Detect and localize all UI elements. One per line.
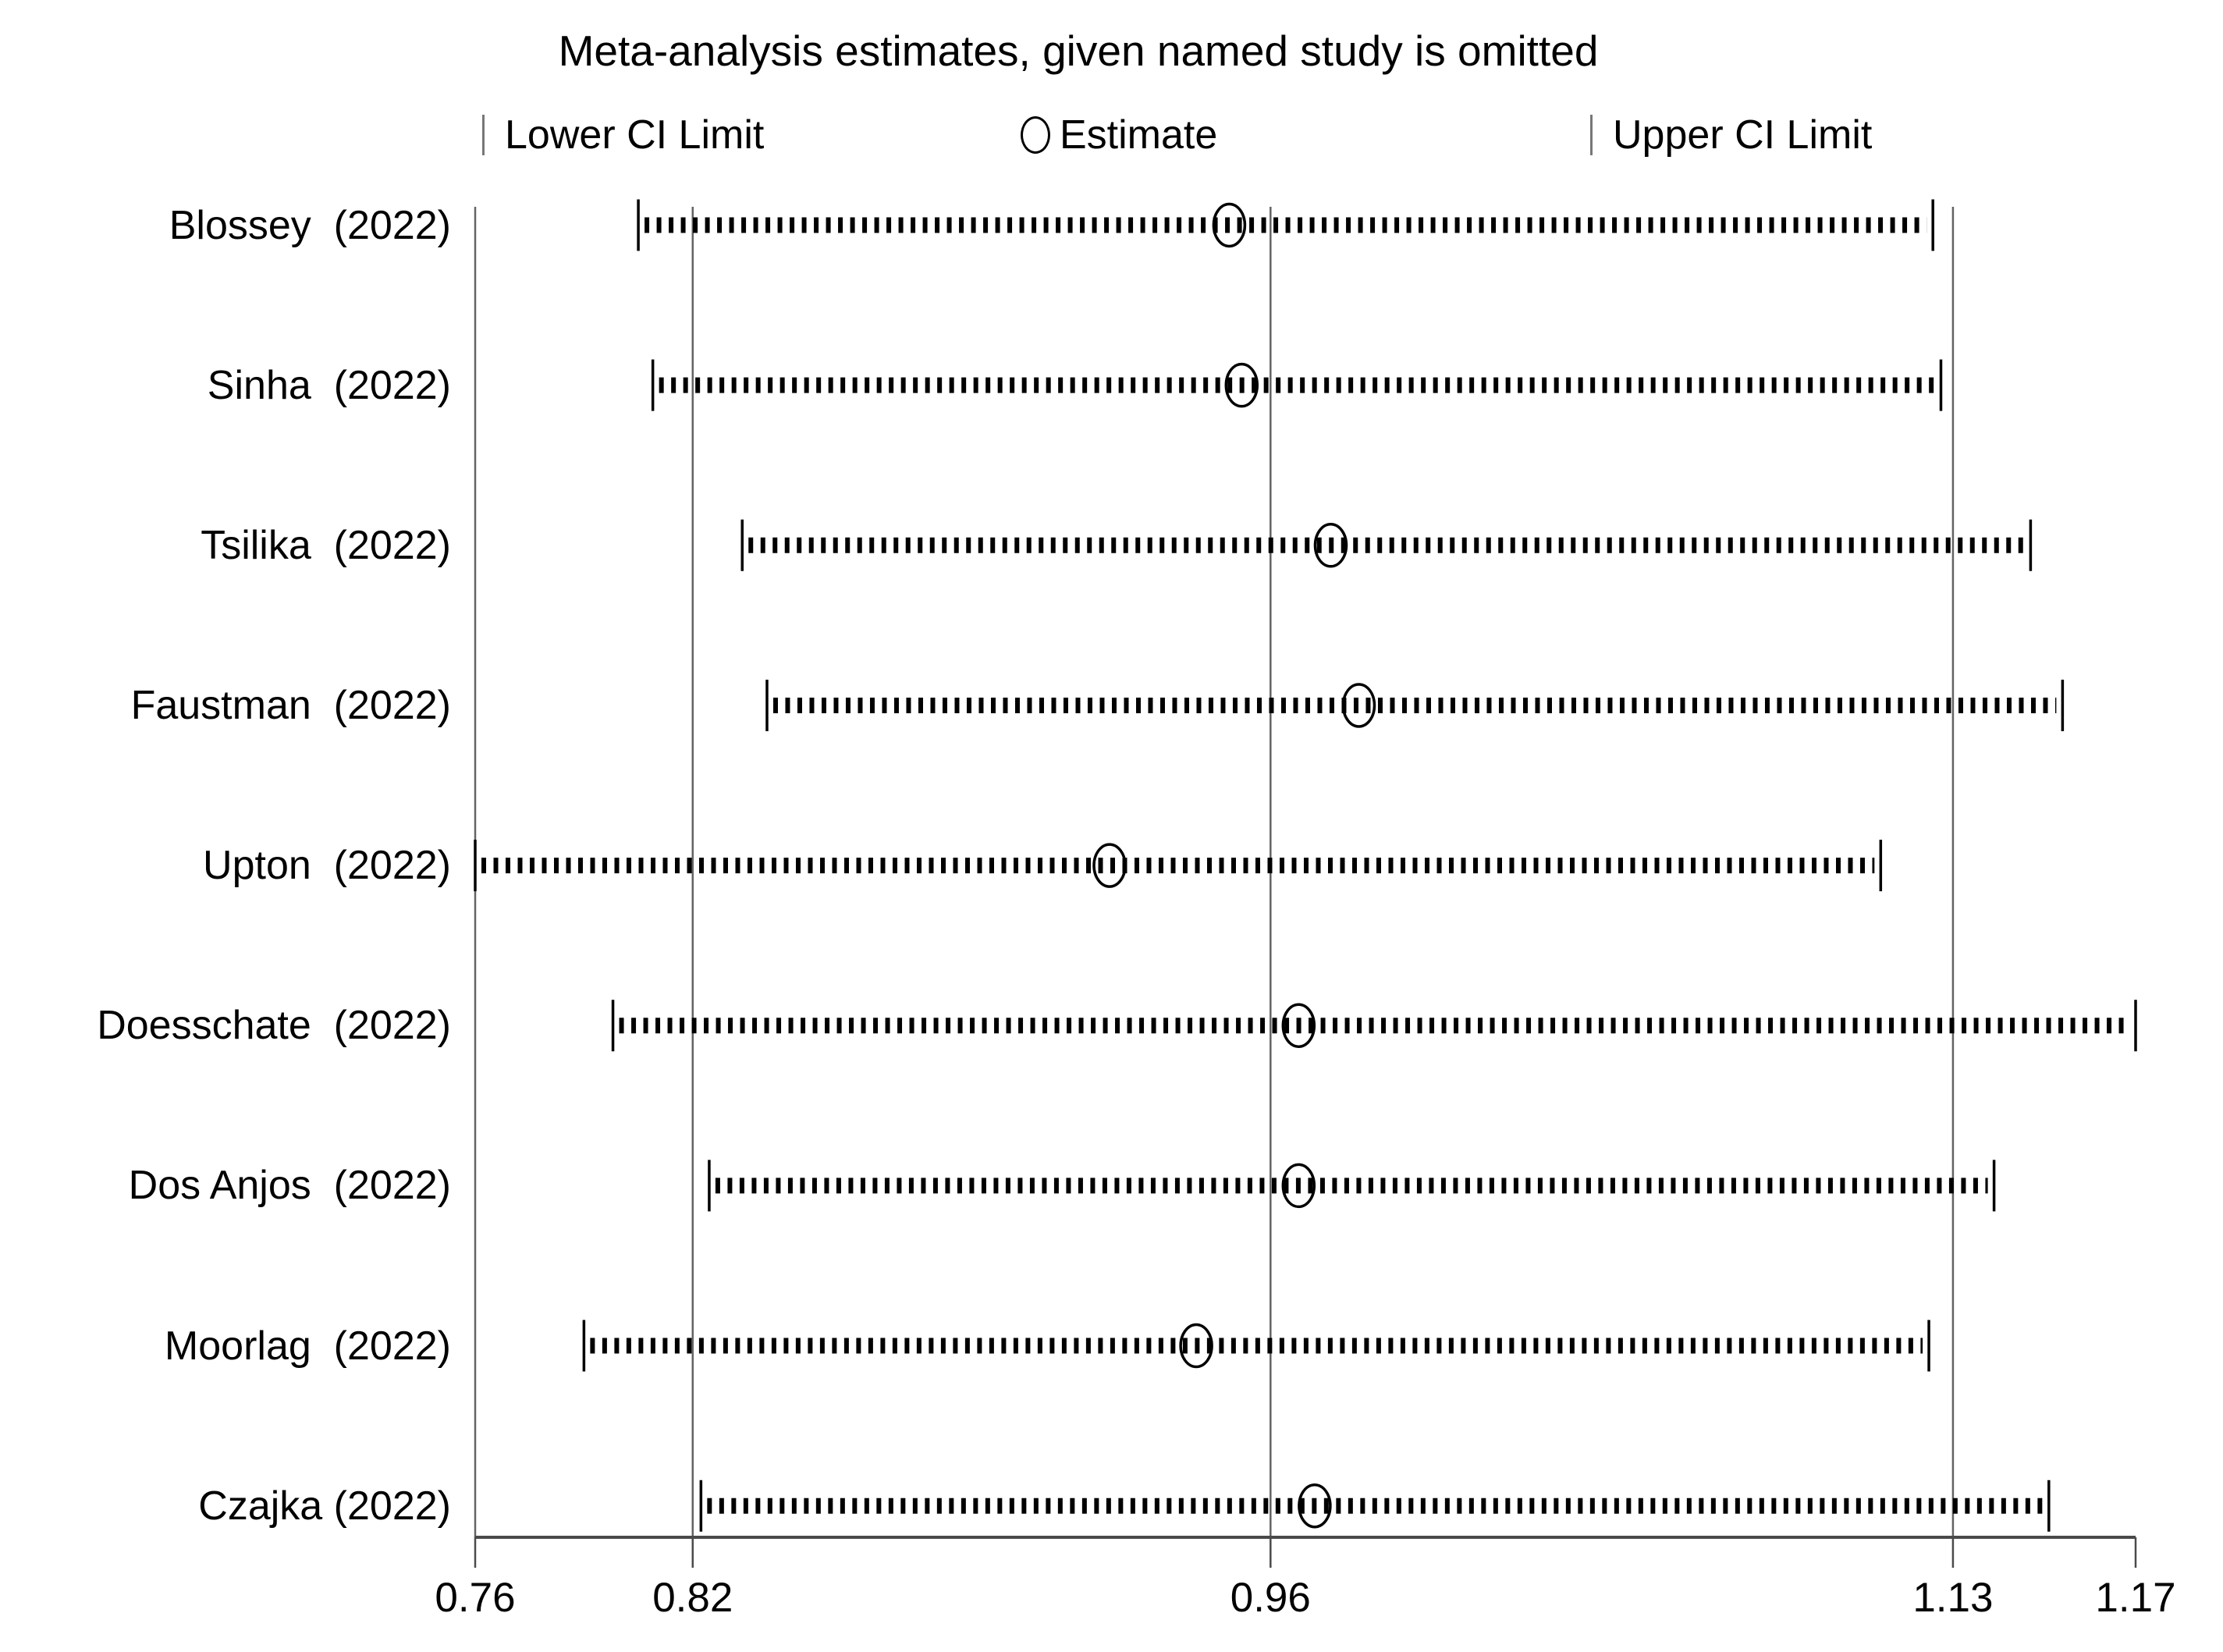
x-axis-tick-label: 0.82 (652, 1575, 733, 1621)
legend-item-estimate: Estimate (1021, 111, 1217, 159)
estimate-marker (1212, 202, 1247, 248)
estimate-marker (1298, 1483, 1332, 1529)
upper-ci-tick-icon (1590, 115, 1593, 155)
estimate-marker (1313, 523, 1348, 568)
legend-label-upper-ci: Upper CI Limit (1613, 112, 1873, 158)
study-label: Czajka (2022) (198, 1483, 451, 1529)
lower-ci-tick-icon (482, 115, 485, 155)
study-label: Doesschate (2022) (97, 1003, 451, 1049)
legend-label-lower-ci: Lower CI Limit (505, 112, 765, 158)
x-axis-tick-label: 0.76 (435, 1575, 516, 1621)
estimate-marker (1341, 683, 1376, 728)
x-axis-tick-label: 1.17 (2095, 1575, 2176, 1621)
study-label: Faustman (2022) (130, 682, 451, 728)
estimate-marker (1224, 362, 1259, 408)
study-label: Upton (2022) (203, 843, 451, 889)
estimate-marker (1281, 1003, 1316, 1048)
study-label: Moorlag (2022) (164, 1323, 451, 1369)
estimate-marker (1281, 1163, 1316, 1209)
x-axis-tick-label: 0.96 (1230, 1575, 1311, 1621)
estimate-marker (1092, 843, 1127, 888)
x-axis-tick-label: 1.13 (1912, 1575, 1994, 1621)
study-label: Blossey (2022) (169, 202, 451, 248)
legend-label-estimate: Estimate (1060, 112, 1218, 158)
estimate-circle-icon (1021, 116, 1050, 154)
legend-item-lower-ci: Lower CI Limit (482, 111, 764, 159)
legend-item-upper-ci: Upper CI Limit (1590, 111, 1872, 159)
chart-title: Meta-analysis estimates, given named stu… (558, 27, 1599, 75)
study-label: Tsilika (2022) (201, 522, 451, 568)
study-label: Sinha (2022) (207, 362, 451, 408)
estimate-marker (1179, 1323, 1213, 1369)
study-label: Dos Anjos (2022) (128, 1163, 451, 1209)
